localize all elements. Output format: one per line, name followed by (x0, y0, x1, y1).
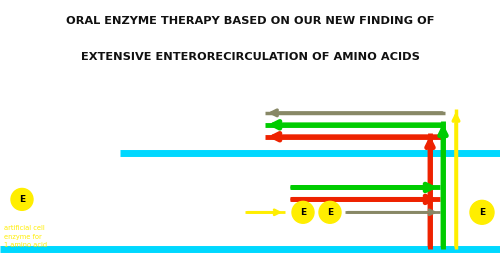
Text: EXTENSIVE ENTERORECIRCULATION OF AMINO ACIDS: EXTENSIVE ENTERORECIRCULATION OF AMINO A… (80, 52, 419, 62)
Text: E: E (19, 195, 25, 204)
Text: ORAL ENZYME THERAPY BASED ON OUR NEW FINDING OF: ORAL ENZYME THERAPY BASED ON OUR NEW FIN… (66, 16, 434, 26)
Circle shape (11, 189, 33, 210)
Text: E: E (479, 208, 485, 217)
Text: PROTEINS: PROTEINS (202, 108, 257, 118)
Text: E: E (327, 208, 333, 217)
Text: amino acids: amino acids (225, 195, 280, 204)
Text: ETC: ETC (236, 132, 257, 142)
Circle shape (292, 201, 314, 223)
Text: artificial cell
enzyme for
1 amino acid: artificial cell enzyme for 1 amino acid (4, 225, 47, 248)
Text: E: E (300, 208, 306, 217)
Circle shape (319, 201, 341, 223)
Circle shape (470, 200, 494, 224)
Text: ENZYMES: ENZYMES (205, 120, 257, 130)
